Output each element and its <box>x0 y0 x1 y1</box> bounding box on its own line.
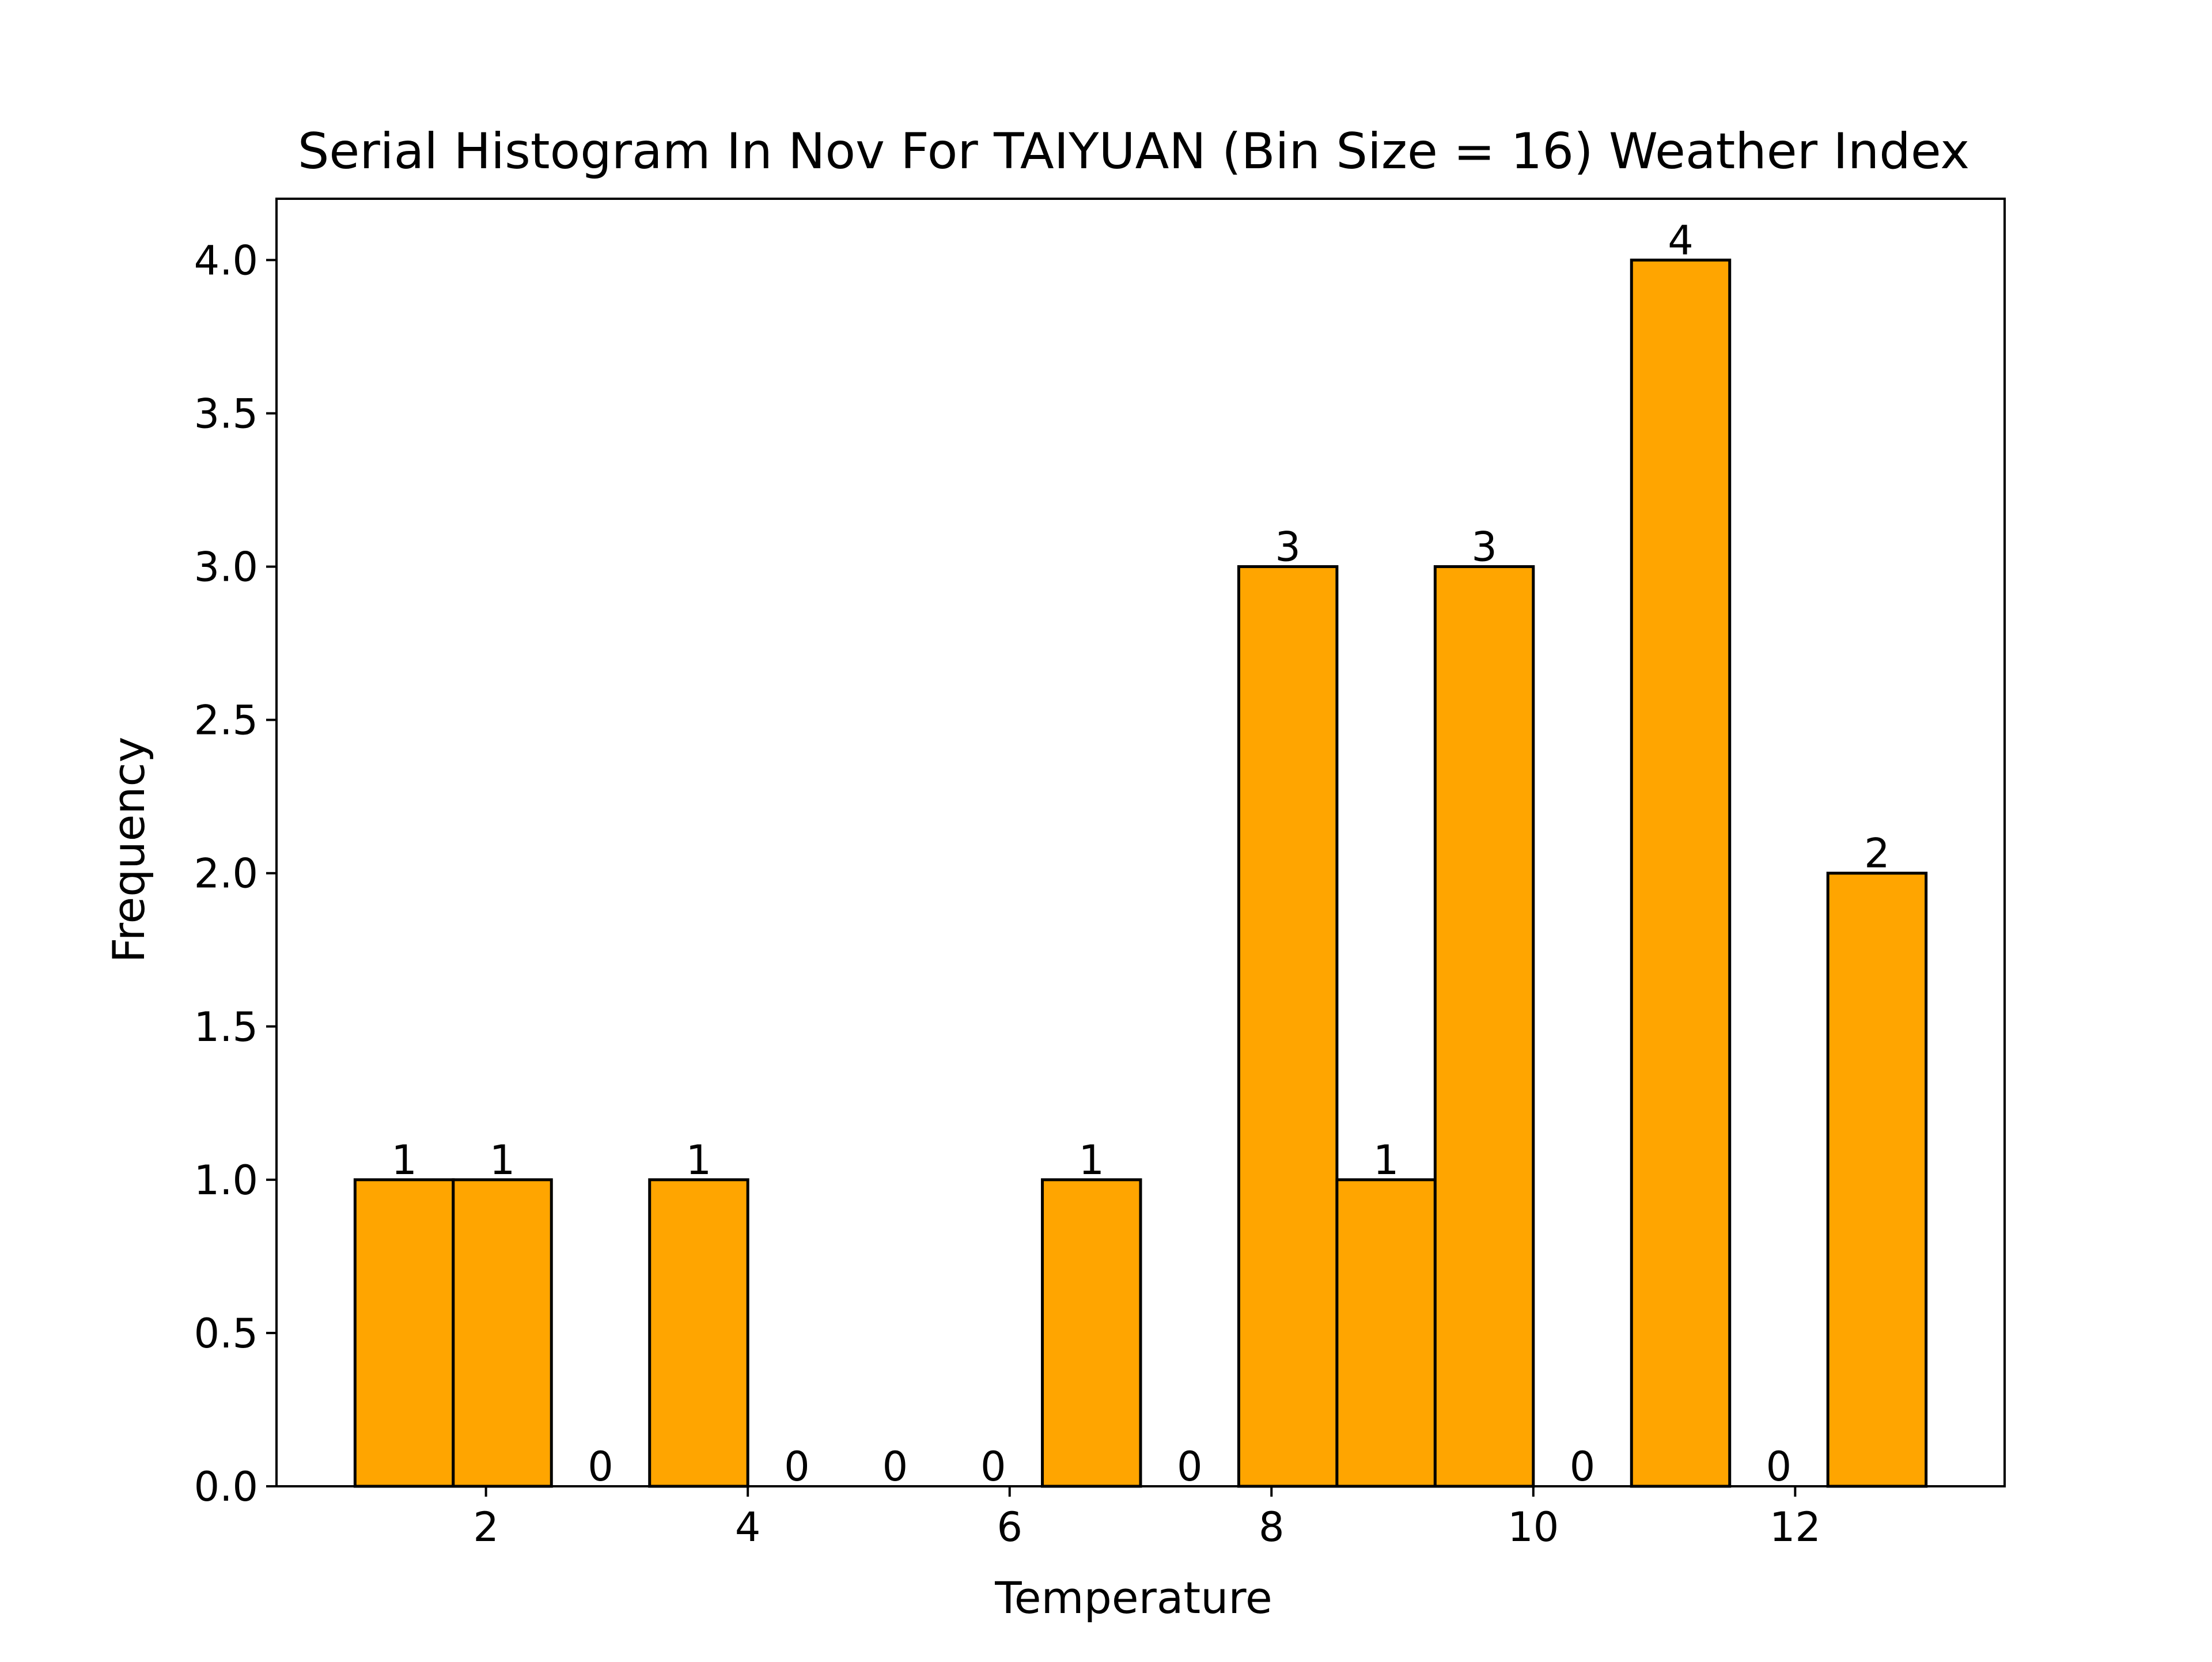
x-tick-label: 2 <box>473 1504 499 1551</box>
plot-area-frame <box>275 198 2006 1487</box>
bar-value-label: 2 <box>1864 830 1890 877</box>
x-axis-label: Temperature <box>994 1572 1272 1623</box>
y-tick-label: 1.0 <box>194 1157 258 1204</box>
x-tick-label: 4 <box>735 1504 761 1551</box>
bars-layer <box>353 258 1928 1488</box>
bar-value-label: 1 <box>391 1137 417 1184</box>
bar-value-label: 0 <box>1177 1443 1203 1490</box>
bar-value-label: 1 <box>1078 1137 1104 1184</box>
y-tick-label: 0.5 <box>194 1310 258 1357</box>
histogram-bar <box>1041 1178 1142 1488</box>
bar-value-label: 3 <box>1471 524 1497 571</box>
bar-value-label: 0 <box>588 1443 613 1490</box>
bar-value-label: 0 <box>980 1443 1006 1490</box>
y-axis-ticks: 0.0 0.5 1.0 1.5 2.0 2.5 3.0 3.5 4.0 <box>194 237 276 1510</box>
histogram-bar <box>1826 872 1928 1488</box>
y-axis-label: Frequency <box>103 737 154 963</box>
bar-value-label: 1 <box>1373 1137 1399 1184</box>
histogram-bar <box>1433 565 1535 1488</box>
bar-value-label: 4 <box>1668 217 1694 264</box>
y-tick-label: 3.0 <box>194 544 258 591</box>
x-axis-ticks: 2 4 6 8 10 12 <box>473 1486 1821 1551</box>
histogram-bar <box>1630 258 1732 1488</box>
bar-value-label: 0 <box>784 1443 810 1490</box>
x-tick-label: 8 <box>1259 1504 1285 1551</box>
histogram-bar <box>353 1178 455 1488</box>
bar-value-label: 0 <box>882 1443 908 1490</box>
y-tick-label: 1.5 <box>194 1004 258 1051</box>
bar-value-label: 0 <box>1570 1443 1596 1490</box>
histogram-bar <box>648 1178 749 1488</box>
bar-value-label: 3 <box>1275 524 1301 571</box>
y-tick-label: 2.5 <box>194 697 258 744</box>
histogram-bar <box>1237 565 1339 1488</box>
x-tick-label: 10 <box>1508 1504 1559 1551</box>
bar-value-label: 1 <box>686 1137 712 1184</box>
bar-value-label: 0 <box>1766 1443 1792 1490</box>
chart-title: Serial Histogram In Nov For TAIYUAN (Bin… <box>298 123 1969 180</box>
histogram-bar <box>1335 1178 1437 1488</box>
y-tick-label: 0.0 <box>194 1463 258 1510</box>
y-tick-label: 4.0 <box>194 237 258 284</box>
bar-value-label: 1 <box>490 1137 516 1184</box>
histogram-bar <box>452 1178 553 1488</box>
bar-value-labels: 1 1 0 1 0 0 0 1 0 3 1 3 0 4 0 2 <box>391 217 1889 1490</box>
x-tick-label: 12 <box>1770 1504 1821 1551</box>
y-tick-label: 2.0 <box>194 850 258 898</box>
x-tick-label: 6 <box>997 1504 1022 1551</box>
y-tick-label: 3.5 <box>194 391 258 438</box>
